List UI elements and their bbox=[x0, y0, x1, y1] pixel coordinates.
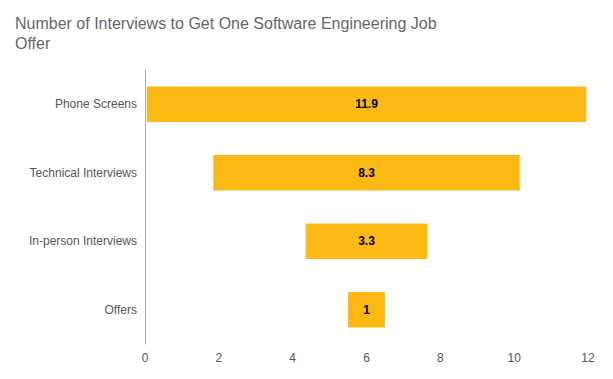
svg-text:10: 10 bbox=[507, 351, 521, 365]
svg-text:8.3: 8.3 bbox=[358, 166, 375, 180]
svg-text:0: 0 bbox=[142, 351, 149, 365]
svg-text:2: 2 bbox=[215, 351, 222, 365]
svg-text:Technical Interviews: Technical Interviews bbox=[30, 166, 137, 180]
svg-text:11.9: 11.9 bbox=[355, 97, 378, 111]
svg-text:1: 1 bbox=[363, 303, 370, 317]
svg-text:8: 8 bbox=[437, 351, 444, 365]
svg-text:Offer: Offer bbox=[15, 35, 51, 52]
svg-text:4: 4 bbox=[289, 351, 296, 365]
svg-text:12: 12 bbox=[581, 351, 595, 365]
svg-text:6: 6 bbox=[363, 351, 370, 365]
svg-text:3.3: 3.3 bbox=[358, 234, 375, 248]
svg-text:Offers: Offers bbox=[105, 303, 137, 317]
svg-text:Number of Interviews to Get On: Number of Interviews to Get One Software… bbox=[15, 15, 437, 32]
svg-text:Phone Screens: Phone Screens bbox=[55, 97, 137, 111]
svg-text:In-person Interviews: In-person Interviews bbox=[29, 234, 137, 248]
